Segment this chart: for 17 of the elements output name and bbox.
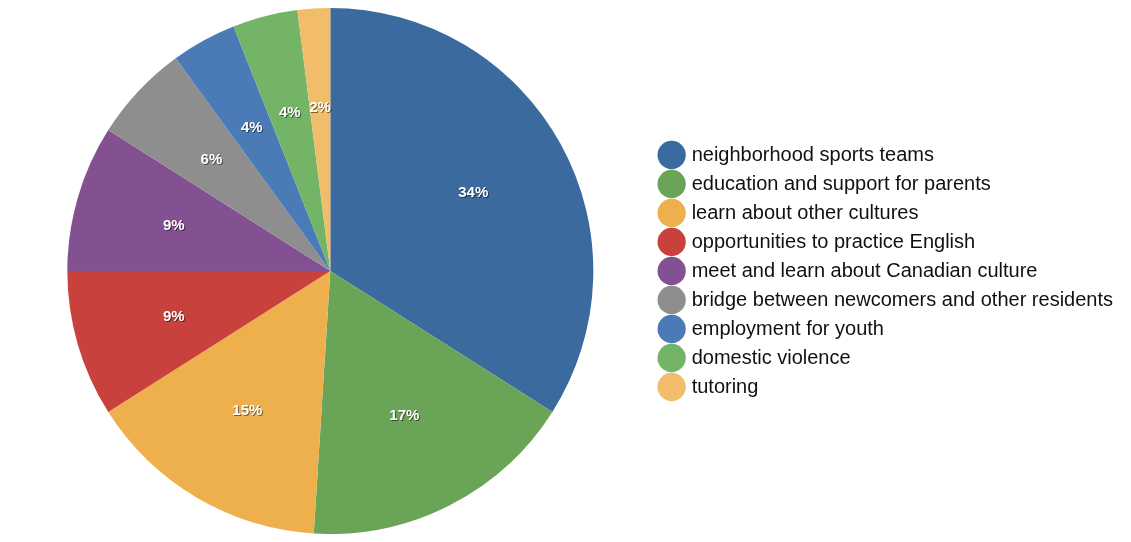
legend-label: education and support for parents xyxy=(691,171,991,194)
data-label: 9% xyxy=(162,215,185,233)
legend-label: bridge between newcomers and other residents xyxy=(691,287,1113,310)
legend-label: neighborhood sports teams xyxy=(691,142,935,165)
data-label: 4% xyxy=(279,104,302,122)
data-label: 6% xyxy=(200,149,223,167)
data-label: 15% xyxy=(232,401,263,419)
legend-label: learn about other cultures xyxy=(691,200,919,223)
legend-label: tutoring xyxy=(691,374,759,397)
legend-label: employment for youth xyxy=(691,316,884,339)
legend-label: opportunities to practice English xyxy=(691,229,976,252)
data-label: 4% xyxy=(240,118,263,136)
legend-label: meet and learn about Canadian culture xyxy=(691,258,1038,281)
legend-label: domestic violence xyxy=(691,345,851,368)
data-label: 9% xyxy=(162,306,185,324)
data-label: 34% xyxy=(458,182,489,200)
data-label: 17% xyxy=(390,407,421,425)
